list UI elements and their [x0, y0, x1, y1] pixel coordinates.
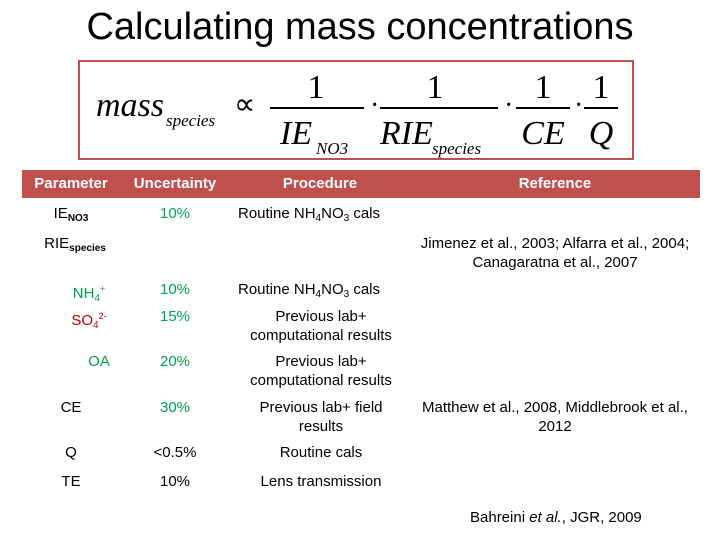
- procedure-ce: Previous lab+ field results: [259, 399, 383, 435]
- param-ie-no3: IENO3: [53, 205, 89, 224]
- reference-ce: Matthew et al., 2008, Middlebrook et al.…: [422, 399, 688, 435]
- uncertainty-ie: 10%: [159, 205, 191, 222]
- uncertainty-nh4: 10%: [159, 281, 191, 298]
- procedure-nh4: Routine NH4NO3 cals: [238, 281, 381, 300]
- reference-rie: Jimenez et al., 2003; Alfarra et al., 20…: [420, 235, 690, 271]
- citation: Bahreini et al., JGR, 2009: [470, 509, 642, 526]
- dot-1: ·: [370, 90, 379, 121]
- slide-title: Calculating mass concentrations: [86, 6, 634, 48]
- uncertainty-so4: 15%: [159, 308, 191, 325]
- denominator-1: IE: [279, 115, 312, 152]
- denominator-2: RIE: [379, 115, 433, 152]
- formula-lhs: mass: [96, 87, 164, 124]
- param-nh4: NH4+: [72, 284, 106, 304]
- param-so4: SO42-: [71, 311, 107, 331]
- numerator-3: 1: [535, 69, 552, 106]
- uncertainty-oa: 20%: [159, 353, 191, 370]
- param-ce: CE: [60, 399, 82, 416]
- dot-2: ·: [504, 90, 513, 121]
- denominator-2-sub: species: [432, 139, 481, 158]
- header-procedure: Procedure: [230, 170, 410, 198]
- uncertainty-ce: 30%: [159, 399, 191, 416]
- formula-box: mass species ∝ 1 IE NO3 · 1 RIE species …: [78, 60, 634, 160]
- param-oa: OA: [88, 353, 110, 370]
- numerator-4: 1: [593, 69, 610, 106]
- uncertainty-q: <0.5%: [153, 444, 197, 461]
- uncertainty-te: 10%: [159, 473, 191, 490]
- procedure-so4: Previous lab+ computational results: [250, 308, 392, 344]
- numerator-2: 1: [427, 69, 444, 106]
- mass-formula: mass species ∝ 1 IE NO3 · 1 RIE species …: [96, 69, 618, 158]
- numerator-1: 1: [308, 69, 325, 106]
- denominator-1-sub: NO3: [315, 139, 348, 158]
- header-parameter: Parameter: [22, 170, 120, 198]
- header-reference: Reference: [410, 170, 700, 198]
- procedure-q: Routine cals: [279, 444, 363, 461]
- denominator-4: Q: [589, 115, 614, 152]
- param-q: Q: [65, 444, 77, 461]
- procedure-te: Lens transmission: [260, 473, 382, 490]
- formula-lhs-sub: species: [166, 111, 215, 130]
- header-uncertainty: Uncertainty: [120, 170, 230, 198]
- proportional-symbol: ∝: [234, 88, 255, 121]
- procedure-oa: Previous lab+ computational results: [250, 353, 392, 389]
- procedure-ie: Routine NH4NO3 cals: [238, 205, 381, 224]
- param-rie-species: RIEspecies: [44, 235, 106, 254]
- param-te: TE: [61, 473, 81, 490]
- denominator-3: CE: [521, 115, 565, 152]
- dot-3: ·: [574, 90, 583, 121]
